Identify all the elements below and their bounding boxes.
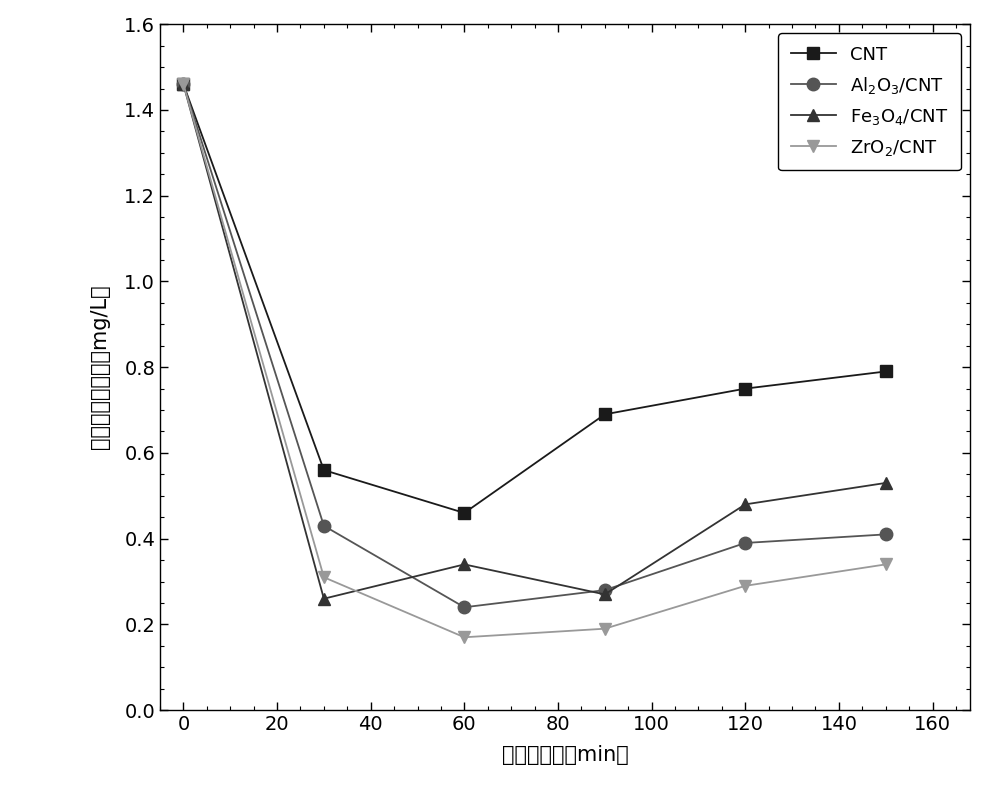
Y-axis label: 氟化物出水浓度（mg/L）: 氟化物出水浓度（mg/L） — [90, 285, 110, 449]
X-axis label: 电吸附时间（min）: 电吸附时间（min） — [502, 745, 628, 765]
Legend: CNT, Al$_2$O$_3$/CNT, Fe$_3$O$_4$/CNT, ZrO$_2$/CNT: CNT, Al$_2$O$_3$/CNT, Fe$_3$O$_4$/CNT, Z… — [778, 33, 961, 170]
